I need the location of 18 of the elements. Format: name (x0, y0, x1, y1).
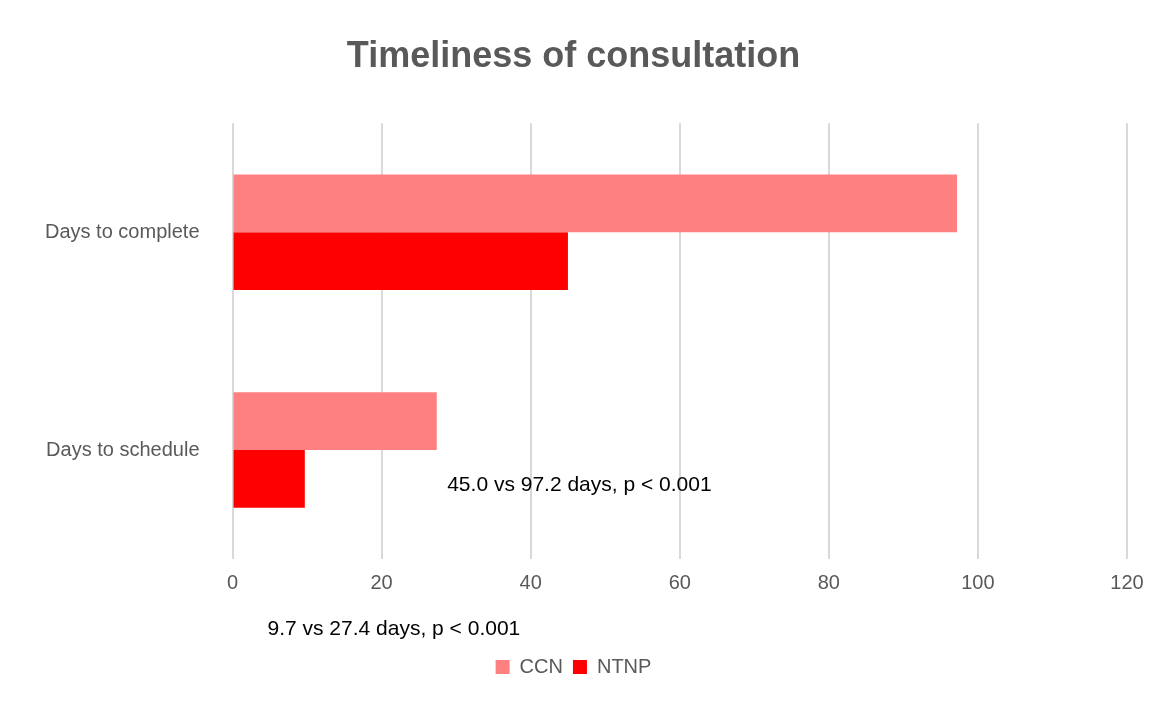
x-tick-label: 0 (226, 570, 239, 593)
bar (233, 232, 568, 290)
x-tick-label: 100 (961, 570, 995, 593)
bar (233, 392, 437, 451)
chart-title: Timeliness of consultation (346, 33, 801, 75)
x-tick-label: 20 (370, 570, 393, 593)
text: 9.7 vs 27.4 days, p < 0.001 (267, 615, 521, 639)
x-tick-label: 40 (519, 570, 542, 593)
legend-label: CCN (519, 654, 563, 677)
y-tick-label: Days to schedule (46, 437, 200, 460)
annotation: 45.0 vs 97.2 days, p < 0.001 (447, 471, 712, 495)
x-tick-label: 80 (817, 570, 840, 593)
x-tick-label: 60 (668, 570, 691, 593)
x-tick-label: 120 (1110, 570, 1144, 593)
bar (233, 450, 305, 508)
bar (233, 174, 958, 233)
y-tick-label: Days to complete (45, 219, 200, 242)
legend-label: NTNP (596, 654, 652, 677)
